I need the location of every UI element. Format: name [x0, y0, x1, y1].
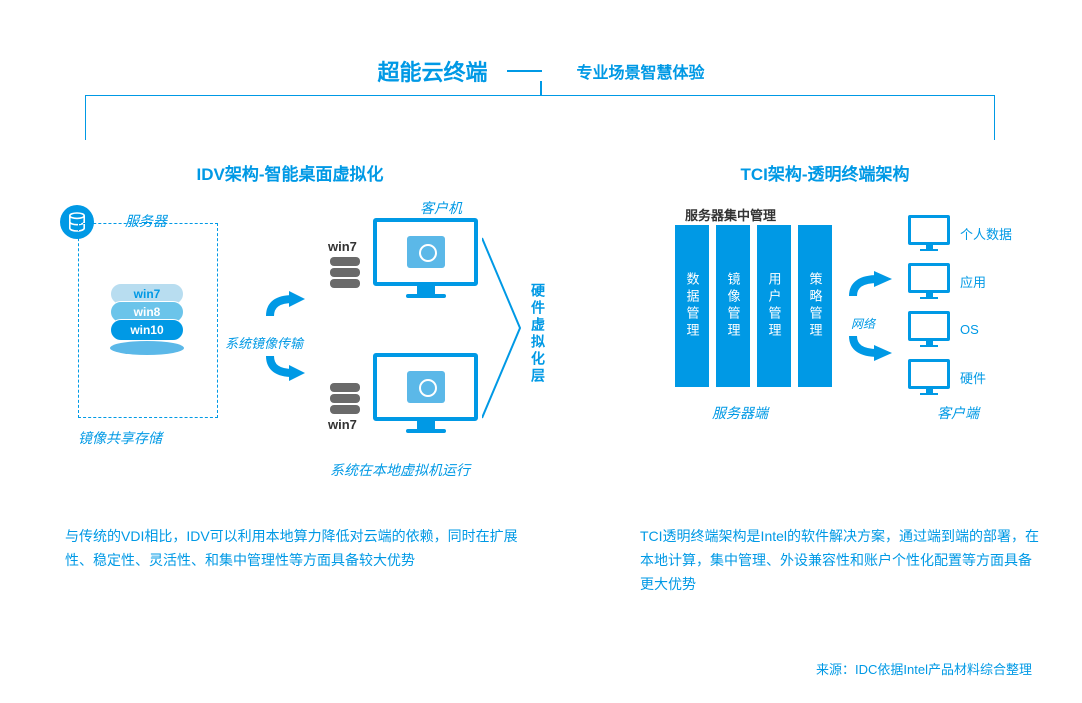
cpu-icon [407, 236, 445, 268]
cpu-icon [407, 371, 445, 403]
client-item-label: 应用 [960, 272, 986, 291]
tci-description: TCI透明终端架构是Intel的软件解决方案，通过端到端的部署，在本地计算，集中… [640, 525, 1040, 596]
arrow-down-icon [265, 351, 305, 381]
tci-diagram: 服务器集中管理 数据管理 镜像管理 用户管理 策略管理 服务器端 客户端 网络 … [640, 203, 1060, 483]
bars-group: 数据管理 镜像管理 用户管理 策略管理 [675, 225, 832, 387]
bar-item: 策略管理 [798, 225, 832, 387]
disk-label: win7 [328, 239, 357, 254]
disk-label: win7 [328, 417, 357, 432]
server-mgmt-label: 服务器集中管理 [685, 205, 776, 224]
bar-item: 用户管理 [757, 225, 791, 387]
arrow-up-icon [265, 291, 305, 321]
mini-monitor: OS [908, 311, 979, 347]
mini-monitor: 个人数据 [908, 215, 1012, 251]
shadow-ellipse [110, 341, 184, 355]
bracket-connector [85, 95, 995, 140]
idv-title: IDV架构-智能桌面虚拟化 [0, 160, 590, 185]
arrow-down-icon [848, 331, 893, 361]
bar-item: 数据管理 [675, 225, 709, 387]
idv-description: 与传统的VDI相比，IDV可以利用本地算力降低对云端的依赖，同时在扩展性、稳定性… [65, 525, 525, 573]
client-label: 客户机 [420, 198, 462, 218]
mirror-storage-label: 镜像共享存储 [78, 428, 162, 448]
vm-label: 系统在本地虚拟机运行 [330, 460, 470, 480]
os-badge: win10 [110, 319, 184, 341]
server-side-label: 服务器端 [712, 403, 768, 423]
idv-section: IDV架构-智能桌面虚拟化 服务器 win7 win8 win10 镜像共享存储… [50, 160, 590, 483]
client-item-label: OS [960, 322, 979, 337]
mini-monitor: 应用 [908, 263, 986, 299]
client-item-label: 个人数据 [960, 224, 1012, 243]
network-label: 网络 [851, 315, 875, 332]
hw-layer-label: 硬件虚拟化层 [528, 283, 548, 385]
chevron-bracket-icon [482, 233, 527, 423]
tci-title: TCI架构-透明终端架构 [590, 160, 1060, 185]
mini-monitor: 硬件 [908, 359, 986, 395]
tci-section: TCI架构-透明终端架构 服务器集中管理 数据管理 镜像管理 用户管理 策略管理… [640, 160, 1060, 483]
disk-stack-icon [330, 383, 360, 416]
subtitle: 专业场景智慧体验 [576, 59, 704, 83]
source-label: 来源：IDC依据Intel产品材料综合整理 [816, 659, 1032, 678]
transfer-label: 系统镜像传输 [225, 333, 303, 352]
client-side-label: 客户端 [937, 403, 979, 423]
disk-stack-icon [330, 257, 360, 290]
arrow-up-icon [848, 271, 893, 301]
client-item-label: 硬件 [960, 368, 986, 387]
monitor-icon [373, 218, 478, 303]
monitor-icon [373, 353, 478, 438]
dash [507, 70, 542, 72]
bar-item: 镜像管理 [716, 225, 750, 387]
idv-diagram: 服务器 win7 win8 win10 镜像共享存储 系统镜像传输 客户机 wi… [50, 203, 590, 483]
main-title: 超能云终端 [378, 55, 488, 87]
os-stack: win7 win8 win10 [110, 283, 184, 355]
